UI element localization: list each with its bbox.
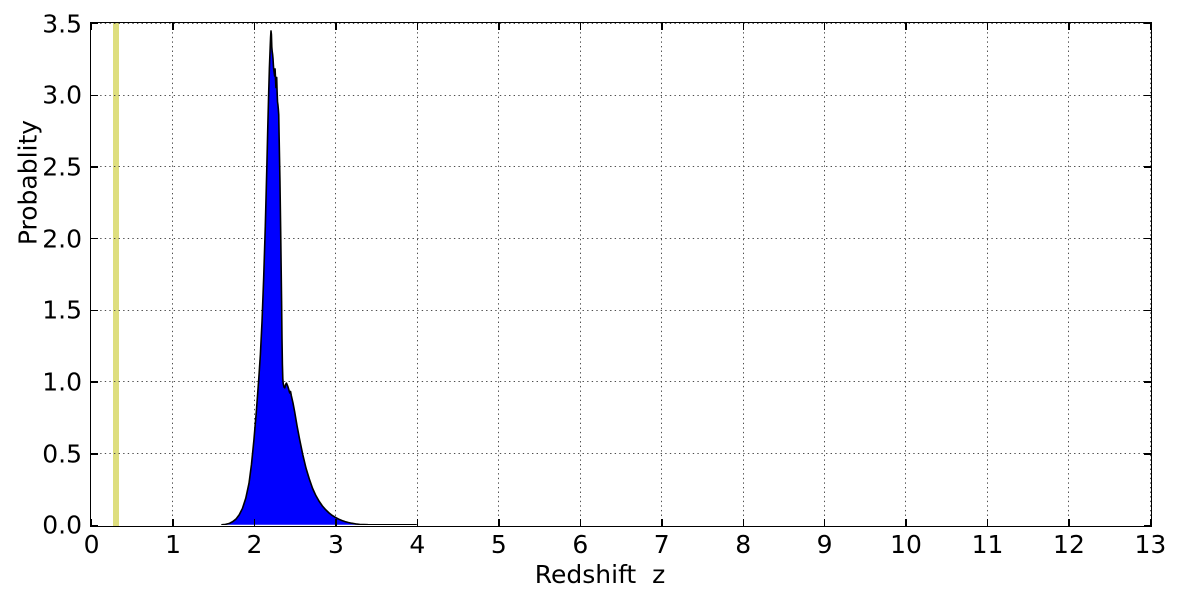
tick-mark-layer	[91, 23, 1151, 526]
y-tick-label: 2.0	[42, 224, 82, 254]
x-tick-label: 0	[83, 530, 100, 559]
y-tick-mark	[91, 94, 98, 97]
x-tick-label: 11	[971, 530, 1004, 559]
y-tick-mark-right	[1144, 94, 1151, 97]
x-tick-mark	[91, 519, 93, 526]
y-tick-label: 3.5	[42, 9, 82, 39]
x-tick-mark	[579, 519, 582, 526]
x-tick-label: 3	[327, 530, 344, 559]
x-tick-label: 12	[1053, 530, 1085, 559]
x-tick-label: 13	[1134, 530, 1167, 559]
y-tick-mark	[91, 524, 98, 526]
x-tick-mark-top	[1149, 23, 1151, 30]
y-tick-mark	[91, 381, 98, 383]
x-tick-label: 6	[572, 530, 589, 559]
y-tick-label: 0.0	[42, 510, 82, 540]
x-tick-label: 5	[490, 530, 507, 559]
pdf-curve-svg	[221, 30, 417, 525]
y-tick-mark-right	[1144, 166, 1151, 168]
y-tick-mark	[91, 166, 98, 168]
x-tick-mark	[1068, 519, 1070, 526]
pdf-outline	[221, 30, 417, 525]
x-tick-mark-top	[986, 23, 989, 30]
spectroscopic-redshift-band	[112, 23, 119, 526]
x-tick-mark-top	[579, 23, 582, 30]
x-tick-label: 1	[165, 530, 181, 559]
x-tick-label: 9	[816, 530, 833, 559]
x-tick-label: 8	[735, 530, 752, 559]
x-tick-mark	[253, 519, 256, 526]
x-tick-mark-top	[824, 23, 826, 30]
y-tick-mark-right	[1144, 453, 1151, 455]
x-tick-mark-top	[253, 23, 256, 30]
x-tick-label: 4	[409, 530, 426, 559]
y-tick-mark	[91, 309, 98, 312]
x-tick-mark	[335, 519, 337, 526]
x-tick-label: 2	[246, 530, 263, 559]
x-tick-mark-top	[416, 23, 419, 30]
x-tick-mark	[172, 519, 174, 526]
x-tick-mark-top	[661, 23, 663, 30]
y-tick-label: 1.0	[42, 367, 82, 397]
x-tick-mark-top	[1068, 23, 1070, 30]
y-tick-mark-right	[1144, 381, 1151, 383]
y-tick-label: 2.5	[42, 152, 82, 182]
x-tick-mark-top	[172, 23, 174, 30]
plot-area	[90, 22, 1152, 527]
y-tick-mark	[91, 23, 98, 25]
x-tick-mark	[416, 519, 419, 526]
x-tick-label: 7	[653, 530, 670, 559]
y-axis-title: Probablity	[13, 119, 43, 246]
y-tick-mark-right	[1144, 309, 1151, 312]
x-tick-mark	[498, 519, 500, 526]
x-tick-label: 10	[890, 530, 922, 559]
y-tick-label: 3.0	[42, 80, 82, 110]
x-tick-mark	[742, 519, 744, 526]
x-tick-mark	[905, 519, 907, 526]
data-layer	[91, 23, 1151, 526]
y-tick-mark	[91, 453, 98, 455]
annotation-layer	[91, 23, 1151, 526]
x-axis-title: Redshift z	[534, 560, 666, 589]
x-tick-mark-top	[91, 23, 93, 30]
y-tick-label: 1.5	[42, 295, 82, 325]
pdf-area-fill	[221, 30, 385, 525]
x-tick-mark-top	[742, 23, 744, 30]
x-tick-mark	[1149, 519, 1151, 526]
x-tick-mark	[986, 519, 989, 526]
x-tick-mark-top	[905, 23, 907, 30]
y-tick-mark-right	[1144, 524, 1151, 526]
x-tick-mark	[824, 519, 826, 526]
y-tick-mark-right	[1144, 23, 1151, 25]
x-tick-mark	[661, 519, 663, 526]
x-tick-mark-top	[335, 23, 337, 30]
y-tick-mark-right	[1144, 238, 1151, 240]
y-tick-mark	[91, 238, 98, 240]
x-tick-mark-top	[498, 23, 500, 30]
y-tick-label: 0.5	[42, 439, 82, 469]
